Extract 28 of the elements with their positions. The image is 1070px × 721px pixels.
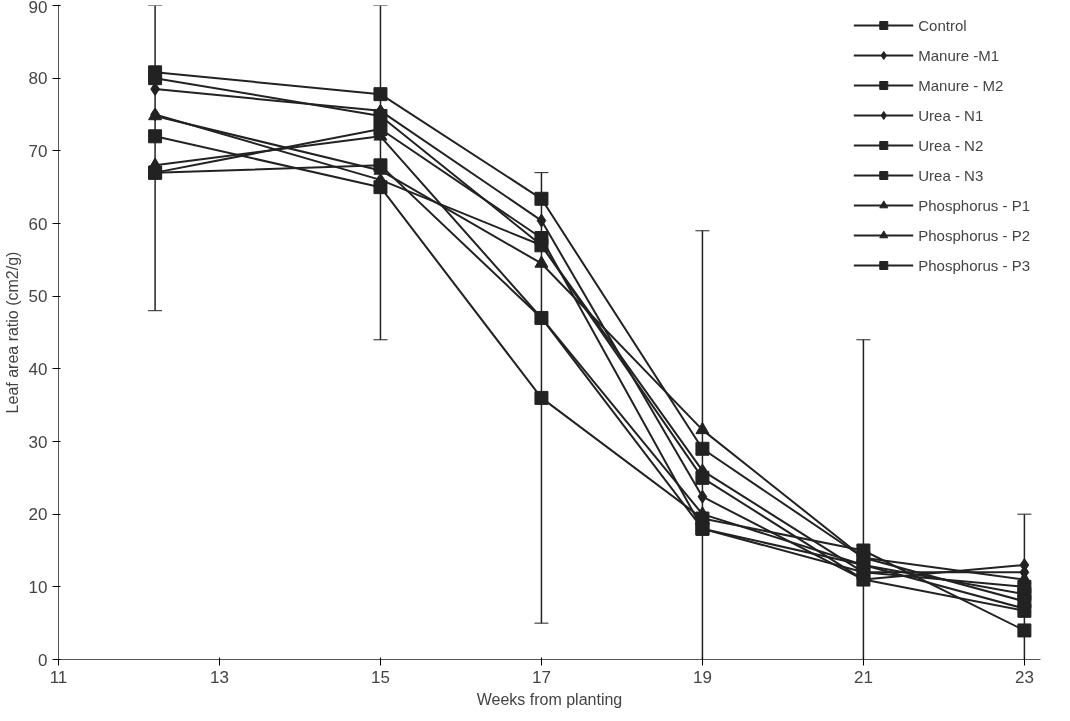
legend-label: Phosphorus - P1 — [918, 196, 1030, 214]
legend-label: Urea - N3 — [918, 166, 984, 184]
y-tick-label: 30 — [28, 432, 48, 452]
x-tick-label: 11 — [49, 667, 68, 687]
legend-label: Manure - M2 — [918, 76, 1004, 94]
x-tick-label: 19 — [692, 667, 712, 687]
y-tick-label: 90 — [28, 0, 48, 17]
y-tick-label: 80 — [28, 69, 48, 89]
legend-label: Control — [918, 16, 967, 34]
legend-label: Urea - N1 — [918, 106, 984, 124]
legend-label: Phosphorus - P3 — [918, 256, 1030, 274]
x-tick-label: 15 — [371, 667, 390, 687]
y-axis-title: Leaf area ratio (cm2/g) — [3, 251, 21, 414]
y-tick-label: 10 — [28, 577, 48, 597]
legend-label: Manure -M1 — [918, 46, 1000, 64]
legend-label: Phosphorus - P2 — [918, 226, 1030, 244]
x-tick-label: 21 — [853, 667, 873, 687]
y-tick-label: 60 — [28, 214, 48, 234]
y-tick-label: 20 — [28, 505, 48, 525]
x-tick-label: 23 — [1014, 667, 1034, 687]
y-tick-label: 0 — [38, 650, 48, 670]
y-tick-label: 70 — [28, 141, 48, 161]
y-tick-label: 40 — [28, 359, 48, 379]
legend-label: Urea - N2 — [918, 136, 984, 154]
x-tick-label: 13 — [210, 667, 229, 687]
x-tick-label: 17 — [532, 667, 551, 687]
x-axis-title: Weeks from planting — [476, 690, 623, 708]
y-tick-label: 50 — [28, 287, 48, 307]
